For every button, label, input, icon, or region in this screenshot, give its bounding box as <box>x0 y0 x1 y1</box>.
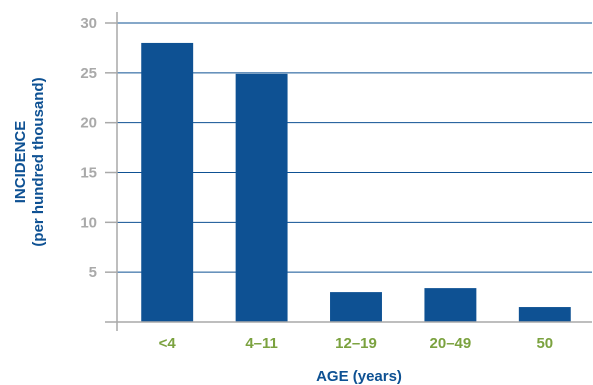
x-tick-label: 50 <box>536 335 553 352</box>
y-tick-label: 10 <box>80 214 97 231</box>
axes <box>105 12 592 331</box>
y-tick-label: 5 <box>89 264 97 281</box>
y-axis-title-line1: INCIDENCE <box>12 121 29 204</box>
y-tick-label: 15 <box>80 165 97 182</box>
bar-4 <box>518 307 571 322</box>
y-tick-labels: 30 25 20 15 10 5 <box>80 15 117 281</box>
bars <box>141 42 571 322</box>
bar-1 <box>235 73 288 322</box>
x-tick-label: 4–11 <box>245 335 278 352</box>
bar-2 <box>330 292 382 322</box>
bar-3 <box>424 288 477 322</box>
y-tick-label: 20 <box>80 115 97 132</box>
x-axis-title: AGE (years) <box>316 368 402 385</box>
x-tick-label: 20–49 <box>430 335 472 352</box>
x-tick-labels: <4 4–11 12–19 20–49 50 <box>159 335 553 352</box>
y-axis-title: INCIDENCE (per hundred thousand) <box>12 77 47 246</box>
bar-0 <box>141 42 194 322</box>
gridlines <box>117 22 592 273</box>
x-tick-label: 12–19 <box>335 335 377 352</box>
y-tick-label: 25 <box>80 65 97 82</box>
x-tick-label: <4 <box>159 335 177 352</box>
y-axis-title-line2: (per hundred thousand) <box>30 77 47 246</box>
y-tick-label: 30 <box>80 15 97 32</box>
